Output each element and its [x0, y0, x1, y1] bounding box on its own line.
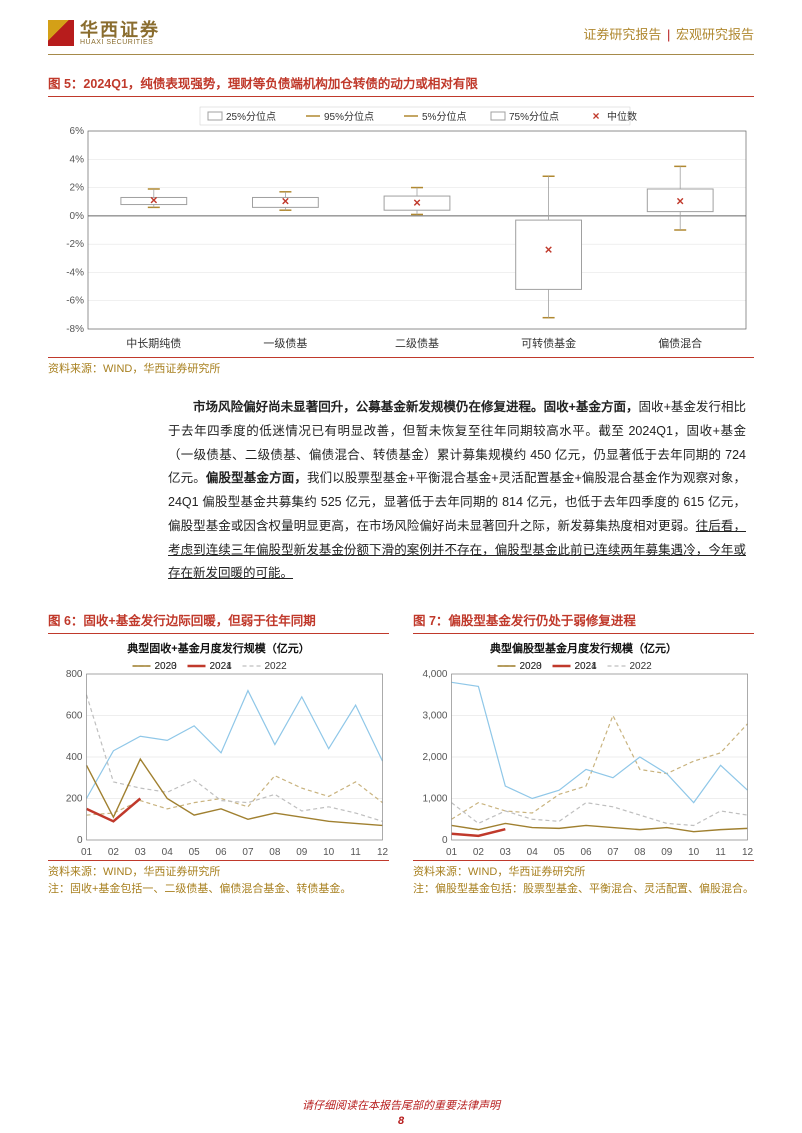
- svg-text:2%: 2%: [70, 183, 85, 194]
- svg-text:3,000: 3,000: [422, 711, 447, 722]
- svg-text:×: ×: [592, 109, 599, 123]
- svg-text:95%分位点: 95%分位点: [324, 110, 374, 123]
- fig6-source: 资料来源：WIND，华西证券研究所: [48, 860, 389, 879]
- fig6-title: 图 6：固收+基金发行边际回暖，但弱于往年同期: [48, 610, 389, 634]
- svg-text:6%: 6%: [70, 126, 85, 137]
- fig5-chart: -8% -6% -4% -2% 0% 2% 4% 6% 25%分位点 95%分位点 5%分位点 75%…: [48, 103, 754, 353]
- svg-text:10: 10: [688, 847, 700, 858]
- para-s3: 偏股型基金方面，: [206, 471, 307, 485]
- svg-text:-6%: -6%: [66, 296, 84, 307]
- svg-text:5%分位点: 5%分位点: [422, 110, 466, 123]
- svg-text:2023: 2023: [520, 661, 543, 672]
- svg-text:03: 03: [135, 847, 147, 858]
- svg-text:典型偏股型基金月度发行规模（亿元）: 典型偏股型基金月度发行规模（亿元）: [490, 641, 677, 655]
- header-right: 证券研究报告 | 宏观研究报告: [583, 24, 754, 43]
- svg-text:07: 07: [607, 847, 619, 858]
- svg-text:09: 09: [296, 847, 308, 858]
- svg-text:07: 07: [242, 847, 254, 858]
- fig7-source: 资料来源：WIND，华西证券研究所: [413, 860, 754, 879]
- svg-text:600: 600: [66, 711, 83, 722]
- svg-text:-4%: -4%: [66, 267, 84, 278]
- svg-text:×: ×: [150, 192, 158, 207]
- svg-text:×: ×: [413, 195, 421, 210]
- fig5-source: 资料来源：WIND，华西证券研究所: [48, 357, 754, 376]
- fig5-title: 图 5：2024Q1，纯债表现强势，理财等负债端机构加仓转债的动力或相对有限: [48, 73, 754, 97]
- svg-text:0: 0: [442, 835, 448, 846]
- para-s1: 市场风险偏好尚未显著回升，公募基金新发规模仍在修复进程。固收+基金方面，: [193, 400, 639, 414]
- logo-block: 华西证券 HUAXI SECURITIES: [48, 20, 160, 46]
- svg-text:×: ×: [545, 242, 553, 257]
- svg-text:08: 08: [634, 847, 646, 858]
- svg-text:05: 05: [189, 847, 201, 858]
- svg-text:02: 02: [473, 847, 485, 858]
- fig6-col: 图 6：固收+基金发行边际回暖，但弱于往年同期 典型固收+基金月度发行规模（亿元…: [48, 610, 389, 898]
- footer-disclaimer: 请仔细阅读在本报告尾部的重要法律声明: [0, 1097, 802, 1113]
- svg-text:2022: 2022: [265, 661, 288, 672]
- svg-text:×: ×: [676, 194, 684, 209]
- page-header: 华西证券 HUAXI SECURITIES 证券研究报告 | 宏观研究报告: [48, 20, 754, 55]
- svg-text:12: 12: [377, 847, 389, 858]
- svg-text:11: 11: [715, 847, 726, 858]
- svg-text:01: 01: [446, 847, 458, 858]
- svg-text:800: 800: [66, 669, 83, 680]
- svg-text:04: 04: [527, 847, 539, 858]
- svg-text:2022: 2022: [630, 661, 653, 672]
- svg-text:二级债基: 二级债基: [395, 336, 439, 350]
- svg-text:75%分位点: 75%分位点: [509, 110, 559, 123]
- svg-text:05: 05: [554, 847, 566, 858]
- page-number: 8: [0, 1115, 802, 1127]
- svg-text:典型固收+基金月度发行规模（亿元）: 典型固收+基金月度发行规模（亿元）: [127, 641, 309, 655]
- logo-en: HUAXI SECURITIES: [80, 39, 160, 46]
- fig7-note: 注：偏股型基金包括：股票型基金、平衡混合、灵活配置、偏股混合。: [413, 881, 754, 898]
- svg-text:11: 11: [350, 847, 361, 858]
- svg-text:中位数: 中位数: [607, 110, 637, 123]
- svg-text:10: 10: [323, 847, 335, 858]
- svg-text:可转债基金: 可转债基金: [521, 336, 576, 350]
- svg-text:0: 0: [77, 835, 83, 846]
- svg-text:25%分位点: 25%分位点: [226, 110, 276, 123]
- report-type-a: 证券研究报告: [583, 27, 661, 42]
- svg-text:4%: 4%: [70, 154, 85, 165]
- report-type-b: 宏观研究报告: [676, 27, 754, 42]
- svg-text:12: 12: [742, 847, 754, 858]
- svg-text:2023: 2023: [155, 661, 178, 672]
- fig7-title: 图 7：偏股型基金发行仍处于弱修复进程: [413, 610, 754, 634]
- svg-text:08: 08: [269, 847, 281, 858]
- svg-text:400: 400: [66, 752, 83, 763]
- svg-text:一级债基: 一级债基: [263, 336, 307, 350]
- logo-cn: 华西证券: [80, 21, 160, 39]
- logo-icon: [48, 20, 74, 46]
- separator: |: [667, 27, 670, 42]
- svg-text:200: 200: [66, 794, 83, 805]
- svg-text:-8%: -8%: [66, 324, 84, 335]
- svg-text:0%: 0%: [70, 211, 85, 222]
- svg-text:04: 04: [162, 847, 174, 858]
- svg-text:2024: 2024: [210, 661, 233, 672]
- fig6-note: 注：固收+基金包括一、二级债基、偏债混合基金、转债基金。: [48, 881, 389, 898]
- svg-text:01: 01: [81, 847, 93, 858]
- svg-text:09: 09: [661, 847, 673, 858]
- svg-text:偏债混合: 偏债混合: [658, 336, 702, 350]
- svg-text:06: 06: [215, 847, 227, 858]
- svg-text:4,000: 4,000: [422, 669, 447, 680]
- svg-text:2,000: 2,000: [422, 752, 447, 763]
- svg-text:02: 02: [108, 847, 120, 858]
- svg-text:1,000: 1,000: [422, 794, 447, 805]
- svg-text:03: 03: [500, 847, 512, 858]
- fig6-chart: 典型固收+基金月度发行规模（亿元） 0 200 400 600 800 01 02 03 04 05…: [48, 640, 389, 860]
- svg-text:×: ×: [282, 194, 290, 209]
- body-paragraph: 市场风险偏好尚未显著回升，公募基金新发规模仍在修复进程。固收+基金方面，固收+基…: [48, 396, 754, 586]
- svg-text:06: 06: [580, 847, 592, 858]
- fig7-col: 图 7：偏股型基金发行仍处于弱修复进程 典型偏股型基金月度发行规模（亿元） 0 1,…: [413, 610, 754, 898]
- svg-text:中长期纯债: 中长期纯债: [126, 336, 181, 350]
- two-column-charts: 图 6：固收+基金发行边际回暖，但弱于往年同期 典型固收+基金月度发行规模（亿元…: [48, 610, 754, 898]
- svg-text:-2%: -2%: [66, 239, 84, 250]
- svg-text:2024: 2024: [575, 661, 598, 672]
- fig7-chart: 典型偏股型基金月度发行规模（亿元） 0 1,000 2,000 3,000 4,000 01…: [413, 640, 754, 860]
